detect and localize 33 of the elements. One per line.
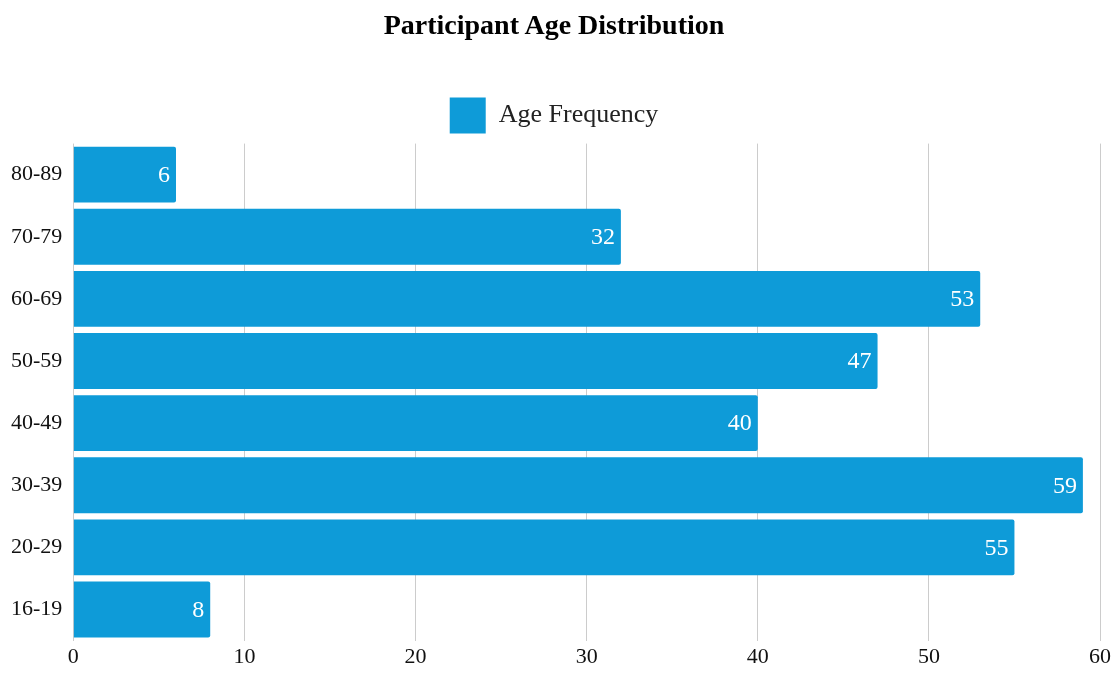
- bar: [73, 457, 1083, 514]
- x-tick-label: 10: [233, 642, 256, 668]
- legend-label: Age Frequency: [498, 99, 659, 129]
- data-label: 53: [950, 285, 975, 312]
- data-label: 32: [590, 223, 615, 250]
- y-tick-label: 16-19: [11, 595, 63, 621]
- bar: [73, 581, 211, 638]
- x-tick-label: 0: [67, 642, 79, 668]
- x-tick-label: 20: [404, 642, 427, 668]
- bar: [73, 146, 176, 203]
- x-tick-label: 30: [575, 642, 598, 668]
- y-tick-label: 20-29: [11, 533, 63, 559]
- y-tick-label: 40-49: [11, 408, 63, 434]
- bar: [73, 333, 878, 389]
- x-tick-label: 60: [1089, 642, 1111, 668]
- y-tick-label: 80-89: [11, 160, 63, 186]
- chart-title: Participant Age Distribution: [383, 9, 725, 41]
- data-label: 47: [847, 347, 872, 374]
- bar: [73, 270, 981, 327]
- y-tick-label: 30-39: [11, 471, 63, 497]
- data-label: 8: [192, 595, 205, 622]
- data-label: 59: [1052, 471, 1077, 498]
- x-tick-label: 40: [746, 642, 769, 668]
- y-tick-label: 60-69: [11, 284, 63, 310]
- data-label: 40: [727, 409, 752, 436]
- data-label: 55: [984, 533, 1009, 560]
- y-tick-label: 70-79: [11, 222, 63, 248]
- data-label: 6: [157, 160, 170, 187]
- x-tick-label: 50: [917, 642, 940, 668]
- bar: [73, 395, 758, 452]
- y-tick-label: 50-59: [11, 346, 63, 372]
- bar: [73, 519, 1015, 576]
- bar: [73, 208, 621, 265]
